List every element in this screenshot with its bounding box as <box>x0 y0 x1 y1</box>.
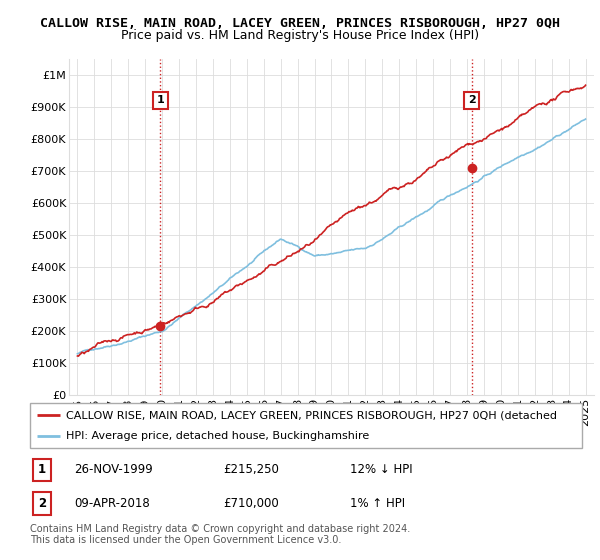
Text: 2: 2 <box>38 497 46 510</box>
Text: 2: 2 <box>467 95 475 105</box>
Text: £710,000: £710,000 <box>223 497 279 510</box>
Text: Price paid vs. HM Land Registry's House Price Index (HPI): Price paid vs. HM Land Registry's House … <box>121 29 479 42</box>
Text: £215,250: £215,250 <box>223 463 279 476</box>
Text: CALLOW RISE, MAIN ROAD, LACEY GREEN, PRINCES RISBOROUGH, HP27 0QH: CALLOW RISE, MAIN ROAD, LACEY GREEN, PRI… <box>40 17 560 30</box>
Text: 1: 1 <box>38 463 46 476</box>
Text: Contains HM Land Registry data © Crown copyright and database right 2024.
This d: Contains HM Land Registry data © Crown c… <box>30 524 410 545</box>
Text: CALLOW RISE, MAIN ROAD, LACEY GREEN, PRINCES RISBOROUGH, HP27 0QH (detached: CALLOW RISE, MAIN ROAD, LACEY GREEN, PRI… <box>66 410 557 421</box>
Text: 1: 1 <box>157 95 164 105</box>
Text: 12% ↓ HPI: 12% ↓ HPI <box>350 463 413 476</box>
Text: HPI: Average price, detached house, Buckinghamshire: HPI: Average price, detached house, Buck… <box>66 431 369 441</box>
Text: 26-NOV-1999: 26-NOV-1999 <box>74 463 153 476</box>
Text: 1% ↑ HPI: 1% ↑ HPI <box>350 497 405 510</box>
Text: 09-APR-2018: 09-APR-2018 <box>74 497 150 510</box>
